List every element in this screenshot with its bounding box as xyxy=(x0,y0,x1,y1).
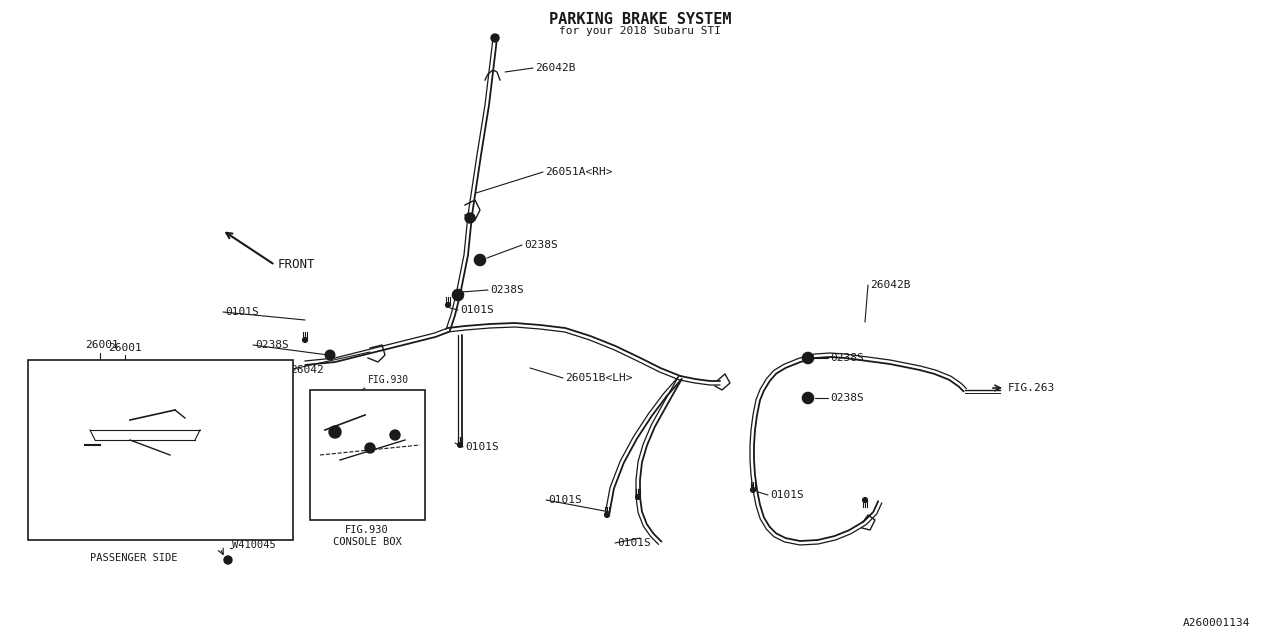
Text: 0238S: 0238S xyxy=(255,340,289,350)
Circle shape xyxy=(803,353,814,364)
Text: for your 2018 Subaru STI: for your 2018 Subaru STI xyxy=(559,26,721,36)
Circle shape xyxy=(863,497,868,502)
Text: 0101S: 0101S xyxy=(225,307,259,317)
Circle shape xyxy=(123,398,127,402)
Text: FRONT: FRONT xyxy=(278,259,315,271)
Circle shape xyxy=(174,416,186,428)
Circle shape xyxy=(475,254,485,266)
Circle shape xyxy=(805,355,810,361)
Circle shape xyxy=(302,337,307,342)
Text: FIG.930: FIG.930 xyxy=(250,425,293,435)
Circle shape xyxy=(805,395,810,401)
Text: 83321*A: 83321*A xyxy=(32,440,76,450)
Text: 0238S: 0238S xyxy=(490,285,524,295)
Bar xyxy=(28,360,293,540)
Circle shape xyxy=(477,257,483,263)
Text: 0450S: 0450S xyxy=(218,458,250,468)
Text: 0238S: 0238S xyxy=(829,353,864,363)
Circle shape xyxy=(122,396,129,404)
Circle shape xyxy=(104,419,116,431)
Circle shape xyxy=(210,454,220,466)
Text: 26051A<RH>: 26051A<RH> xyxy=(545,167,613,177)
Text: 26042B: 26042B xyxy=(870,280,910,290)
Text: N340008: N340008 xyxy=(32,400,76,410)
Text: FIG.930: FIG.930 xyxy=(369,375,410,385)
Circle shape xyxy=(445,303,451,307)
Circle shape xyxy=(328,353,333,357)
Text: 26042B: 26042B xyxy=(535,63,576,73)
Circle shape xyxy=(187,387,193,393)
Text: W410045: W410045 xyxy=(232,540,275,550)
Text: 26042: 26042 xyxy=(291,365,324,375)
Text: 0238S: 0238S xyxy=(829,393,864,403)
Circle shape xyxy=(465,213,475,223)
Circle shape xyxy=(750,488,755,493)
Circle shape xyxy=(604,513,609,518)
Text: FIG.263: FIG.263 xyxy=(1009,383,1055,393)
Circle shape xyxy=(365,443,375,453)
Circle shape xyxy=(457,442,462,447)
Circle shape xyxy=(492,34,499,42)
Text: 0101S: 0101S xyxy=(617,538,650,548)
Text: PASSENGER SIDE: PASSENGER SIDE xyxy=(90,553,178,563)
Circle shape xyxy=(150,435,160,445)
Text: 26051B<LH>: 26051B<LH> xyxy=(564,373,632,383)
Circle shape xyxy=(224,556,232,564)
Circle shape xyxy=(456,292,461,298)
Text: FIG.930: FIG.930 xyxy=(236,370,276,380)
Text: 0238S: 0238S xyxy=(524,240,558,250)
Text: FIG.930: FIG.930 xyxy=(346,525,389,535)
Text: 0101S: 0101S xyxy=(771,490,804,500)
Circle shape xyxy=(212,457,218,463)
Text: 26001: 26001 xyxy=(84,340,119,350)
Text: 0101S: 0101S xyxy=(465,442,499,452)
Bar xyxy=(310,390,425,520)
Circle shape xyxy=(635,495,640,499)
Text: M060004: M060004 xyxy=(186,363,229,373)
Circle shape xyxy=(329,426,340,438)
Text: CONSOLE BOX: CONSOLE BOX xyxy=(333,537,402,547)
Circle shape xyxy=(72,457,78,463)
Circle shape xyxy=(145,410,155,420)
Text: 26001: 26001 xyxy=(108,343,142,353)
Circle shape xyxy=(325,350,335,360)
Text: M060004: M060004 xyxy=(32,458,76,468)
Text: 0101S: 0101S xyxy=(460,305,494,315)
Circle shape xyxy=(69,454,81,466)
Text: A260001134: A260001134 xyxy=(1183,618,1251,628)
Text: 0101S: 0101S xyxy=(548,495,581,505)
Circle shape xyxy=(184,385,196,396)
Text: PARKING BRAKE SYSTEM: PARKING BRAKE SYSTEM xyxy=(549,12,731,27)
Circle shape xyxy=(81,441,90,449)
Circle shape xyxy=(452,289,463,301)
Circle shape xyxy=(125,446,134,454)
Circle shape xyxy=(390,430,399,440)
Circle shape xyxy=(803,392,814,404)
